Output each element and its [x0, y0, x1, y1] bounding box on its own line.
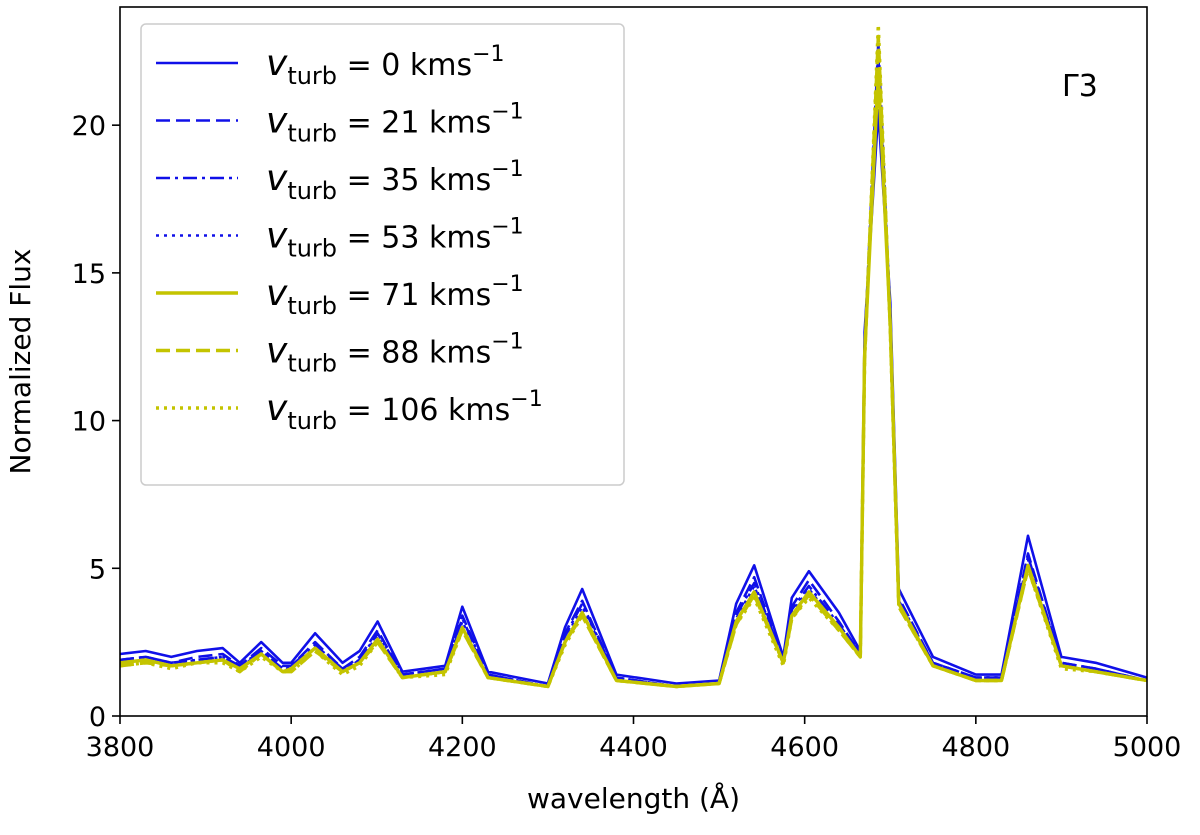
y-tick-label-0: 0 — [89, 702, 106, 733]
y-axis-label: Normalized Flux — [4, 249, 37, 475]
panel-annotation: Γ3 — [1062, 69, 1098, 104]
series-line-2 — [120, 53, 1147, 688]
y-axis: 0 5 10 15 20 — [72, 111, 120, 733]
legend-label-0: vturb = 0 kms−1 — [266, 42, 505, 90]
x-tick-label-5: 4800 — [941, 732, 1010, 763]
x-tick-label-3: 4400 — [599, 732, 668, 763]
x-tick-label-4: 4600 — [770, 732, 839, 763]
x-tick-label-0: 3800 — [86, 732, 155, 763]
legend-label-1: vturb = 21 kms−1 — [266, 100, 524, 148]
legend-label-6: vturb = 106 kms−1 — [266, 387, 543, 435]
legend: vturb = 0 kms−1 vturb = 21 kms−1 vturb = 3… — [140, 23, 625, 486]
y-tick-label-3: 15 — [72, 259, 106, 290]
x-tick-label-6: 5000 — [1113, 732, 1182, 763]
x-tick-label-2: 4200 — [428, 732, 497, 763]
y-tick-label-4: 20 — [72, 111, 106, 142]
series-layer — [120, 23, 1147, 689]
legend-label-5: vturb = 88 kms−1 — [266, 330, 524, 378]
y-tick-label-1: 5 — [89, 554, 106, 585]
legend-label-3: vturb = 53 kms−1 — [266, 215, 524, 263]
legend-label-4: vturb = 71 kms−1 — [266, 272, 524, 320]
series-line-6 — [120, 23, 1147, 689]
x-axis-label: wavelength (Å) — [527, 781, 740, 815]
legend-box — [140, 23, 625, 486]
x-axis: 3800 4000 4200 4400 4600 4800 5000 — [86, 716, 1182, 763]
x-tick-label-1: 4000 — [257, 732, 326, 763]
y-tick-label-2: 10 — [72, 407, 106, 438]
legend-label-2: vturb = 35 kms−1 — [266, 157, 524, 205]
